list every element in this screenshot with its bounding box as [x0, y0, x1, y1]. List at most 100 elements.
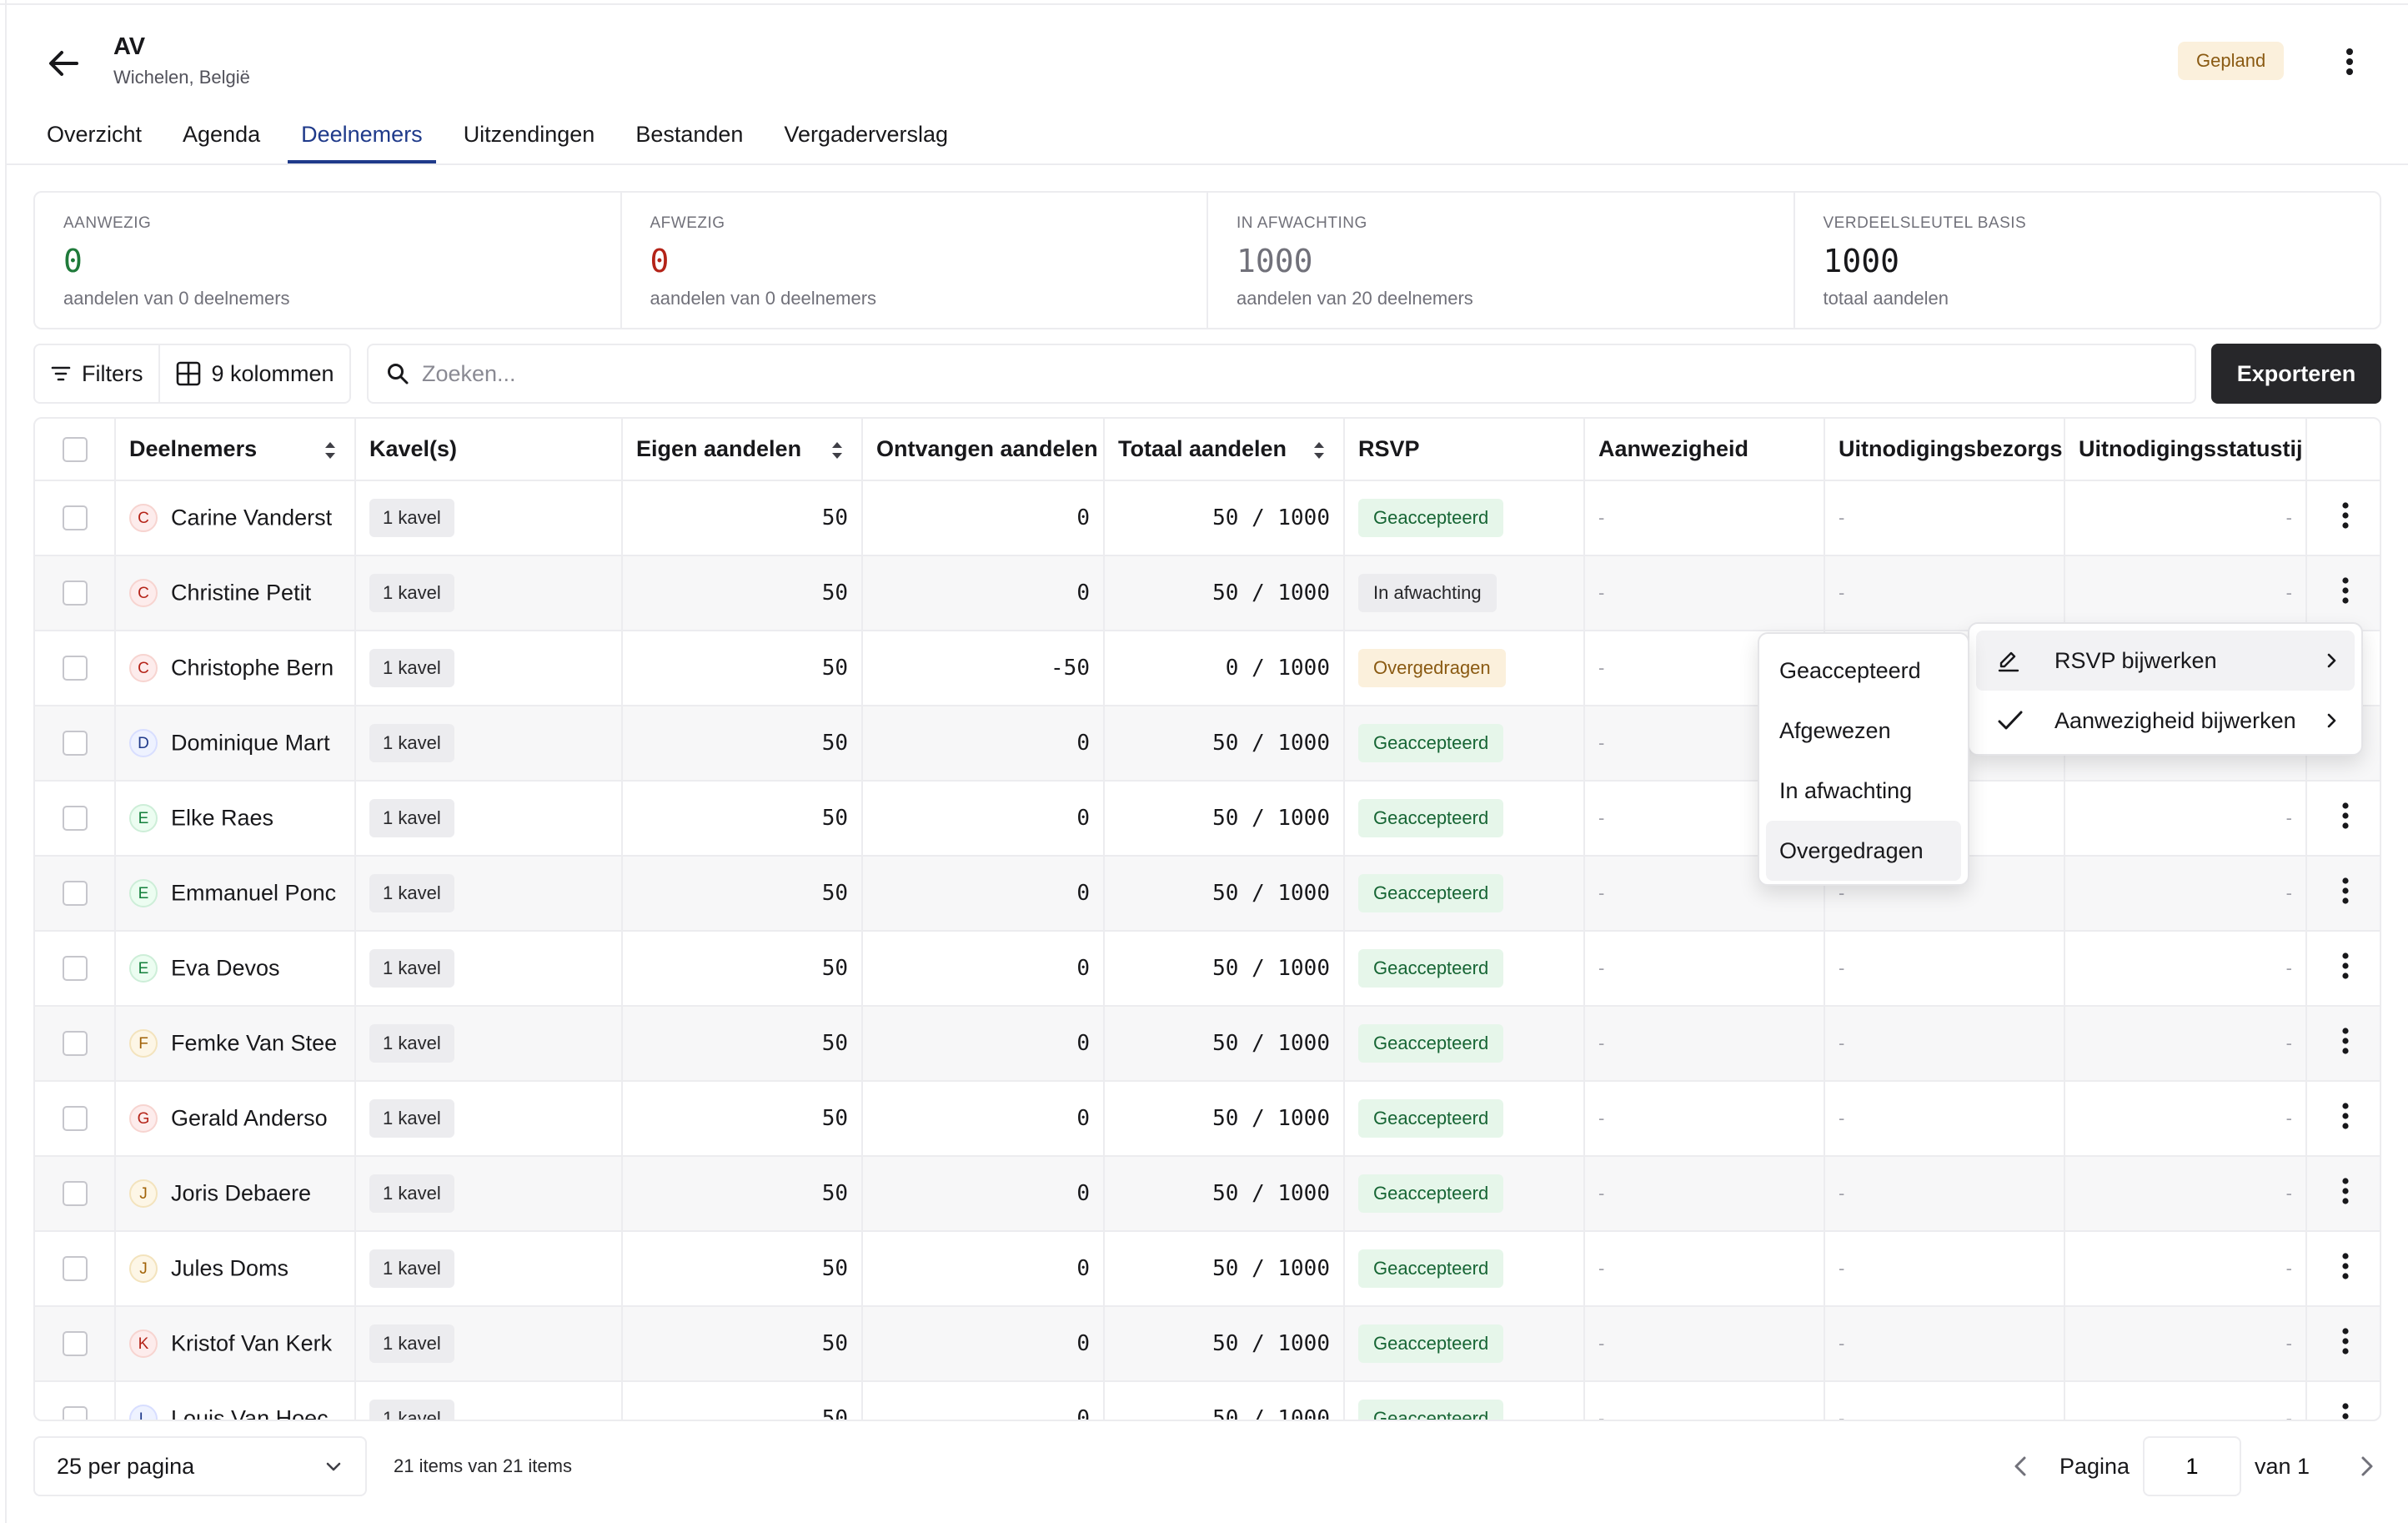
table-row[interactable]: G Gerald Anderso 1 kavel 50 0 50 / 1000 Geacce… — [35, 1081, 2380, 1157]
row-checkbox[interactable] — [62, 806, 88, 831]
avatar: E — [129, 804, 158, 832]
row-checkbox[interactable] — [62, 1181, 88, 1206]
column-header-eigen-aandelen[interactable]: Eigen aandelen — [622, 419, 863, 481]
table-row[interactable]: E Emmanuel Ponc 1 kavel 50 0 50 / 1000 Geaccep… — [35, 856, 2380, 932]
table-row[interactable]: C Carine Vanderst 1 kavel 50 0 50 / 1000 Geacc… — [35, 480, 2380, 556]
row-actions-button[interactable] — [2320, 949, 2370, 988]
more-options-icon[interactable] — [2335, 42, 2365, 82]
row-checkbox[interactable] — [62, 505, 88, 530]
select-all-checkbox[interactable] — [62, 436, 88, 462]
row-actions-button[interactable] — [2320, 1249, 2370, 1289]
column-header-uitnodigingsstatustijd[interactable]: Uitnodigingsstatustij — [2064, 419, 2307, 481]
table-row[interactable]: K Kristof Van Kerk 1 kavel 50 0 50 / 1000 Geac… — [35, 1306, 2380, 1382]
rsvp-cell: Geaccepteerd — [1344, 1156, 1585, 1232]
row-actions-button[interactable] — [2320, 1024, 2370, 1063]
table-row[interactable]: E Elke Raes 1 kavel 50 0 50 / 1000 Geaccepteer… — [35, 781, 2380, 857]
tab-overzicht[interactable]: Overzicht — [47, 122, 143, 147]
tab-bestanden[interactable]: Bestanden — [635, 122, 744, 147]
back-arrow-icon[interactable] — [43, 43, 83, 83]
table-row[interactable]: L Louis Van Hoec 1 kavel 50 0 50 / 1000 Geacce… — [35, 1381, 2380, 1420]
search-input[interactable] — [422, 360, 2089, 387]
column-header-aanwezigheid[interactable]: Aanwezigheid — [1584, 419, 1825, 481]
export-button[interactable]: Exporteren — [2211, 344, 2381, 404]
bezorging-cell: - — [1824, 480, 2065, 556]
select-all-cell — [35, 419, 116, 481]
search-icon — [388, 364, 409, 385]
row-checkbox[interactable] — [62, 1031, 88, 1056]
ontvangen-aandelen-cell: 0 — [862, 706, 1105, 782]
row-checkbox[interactable] — [62, 656, 88, 681]
kavel-badge: 1 kavel — [369, 1249, 454, 1288]
row-actions-cell — [2306, 1231, 2380, 1307]
row-actions-button[interactable] — [2320, 1324, 2370, 1364]
sort-icon[interactable] — [323, 439, 338, 462]
row-checkbox[interactable] — [62, 1106, 88, 1131]
totaal-aandelen-cell: 50 / 1000 — [1104, 931, 1345, 1007]
row-actions-button[interactable] — [2320, 574, 2370, 613]
column-header-uitnodigingsbezorging[interactable]: Uitnodigingsbezorgs — [1824, 419, 2065, 481]
row-actions-button[interactable] — [2320, 799, 2370, 838]
column-header-deelnemers[interactable]: Deelnemers — [115, 419, 356, 481]
table-row[interactable]: E Eva Devos 1 kavel 50 0 50 / 1000 Geaccepteer… — [35, 931, 2380, 1007]
stat-value: 1000 — [1823, 243, 1900, 279]
tab-uitzendingen[interactable]: Uitzendingen — [463, 122, 595, 147]
row-actions-button[interactable] — [2320, 1174, 2370, 1214]
column-header-label: Ontvangen aandelen — [876, 436, 1098, 461]
column-header-totaal-aandelen[interactable]: Totaal aandelen — [1104, 419, 1345, 481]
filters-button[interactable]: Filters — [35, 345, 158, 402]
row-actions-button[interactable] — [2320, 499, 2370, 538]
rsvp-badge: Geaccepteerd — [1358, 874, 1504, 912]
row-checkbox[interactable] — [62, 881, 88, 906]
rsvp-badge: Geaccepteerd — [1358, 1099, 1504, 1138]
row-actions-button[interactable] — [2320, 1400, 2370, 1420]
table-row[interactable]: F Femke Van Stee 1 kavel 50 0 50 / 1000 Geacce… — [35, 1006, 2380, 1082]
table-row[interactable]: J Jules Doms 1 kavel 50 0 50 / 1000 Geacceptee… — [35, 1231, 2380, 1307]
row-select-cell — [35, 781, 116, 857]
menu-item-rsvp-bijwerken[interactable]: RSVP bijwerken — [1976, 631, 2355, 691]
row-checkbox[interactable] — [62, 581, 88, 606]
page-number-input[interactable] — [2143, 1436, 2241, 1496]
menu-item-aanwezigheid-bijwerken[interactable]: Aanwezigheid bijwerken — [1976, 691, 2355, 751]
columns-button[interactable]: 9 kolommen — [158, 345, 349, 402]
participant-cell: C Christophe Bern — [115, 631, 356, 706]
submenu-item-overgedragen[interactable]: Overgedragen — [1766, 821, 1961, 881]
chevron-left-icon[interactable] — [2003, 1448, 2039, 1485]
row-checkbox[interactable] — [62, 956, 88, 981]
chevron-right-icon[interactable] — [2348, 1448, 2385, 1485]
more-options-icon — [2341, 1177, 2349, 1204]
submenu-item-in-afwachting[interactable]: In afwachting — [1779, 777, 1913, 803]
per-page-select[interactable]: 25 per pagina — [33, 1436, 367, 1496]
row-select-cell — [35, 856, 116, 932]
pagination: 25 per pagina 21 items van 21 items Pagi… — [33, 1436, 2381, 1496]
submenu-item-afgewezen[interactable]: Afgewezen — [1779, 717, 1891, 743]
column-header-kavels[interactable]: Kavel(s) — [355, 419, 623, 481]
table-row[interactable]: J Joris Debaere 1 kavel 50 0 50 / 1000 Geaccep… — [35, 1156, 2380, 1232]
table-row[interactable]: C Christine Petit 1 kavel 50 0 50 / 1000 In af… — [35, 555, 2380, 631]
statustijd-cell: - — [2064, 555, 2307, 631]
row-checkbox[interactable] — [62, 1331, 88, 1356]
column-header-ontvangen-aandelen[interactable]: Ontvangen aandelen — [862, 419, 1105, 481]
submenu-item-geaccepteerd[interactable]: Geaccepteerd — [1779, 657, 1921, 683]
column-header-rsvp[interactable]: RSVP — [1344, 419, 1585, 481]
kavel-badge: 1 kavel — [369, 1099, 454, 1138]
participant-cell: F Femke Van Stee — [115, 1006, 356, 1082]
row-select-cell — [35, 1006, 116, 1082]
tab-vergaderverslag[interactable]: Vergaderverslag — [784, 122, 949, 147]
row-actions-button[interactable] — [2320, 1099, 2370, 1138]
row-checkbox[interactable] — [62, 1406, 88, 1420]
column-header-label: Uitnodigingsbezorgs — [1839, 436, 2063, 461]
aanwezigheid-cell: - — [1584, 555, 1825, 631]
tab-agenda[interactable]: Agenda — [183, 122, 261, 147]
row-actions-button[interactable] — [2320, 874, 2370, 913]
kavel-badge: 1 kavel — [369, 649, 454, 687]
tab-deelnemers[interactable]: Deelnemers — [288, 108, 436, 163]
participant-name: Jules Doms — [171, 1255, 289, 1281]
eigen-aandelen-cell: 50 — [622, 1381, 863, 1420]
rsvp-badge: Geaccepteerd — [1358, 1324, 1504, 1363]
sort-icon[interactable] — [830, 439, 845, 462]
totaal-aandelen-cell: 50 / 1000 — [1104, 555, 1345, 631]
bezorging-cell: - — [1824, 1006, 2065, 1082]
row-checkbox[interactable] — [62, 1256, 88, 1281]
sort-icon[interactable] — [1312, 439, 1327, 462]
row-checkbox[interactable] — [62, 731, 88, 756]
